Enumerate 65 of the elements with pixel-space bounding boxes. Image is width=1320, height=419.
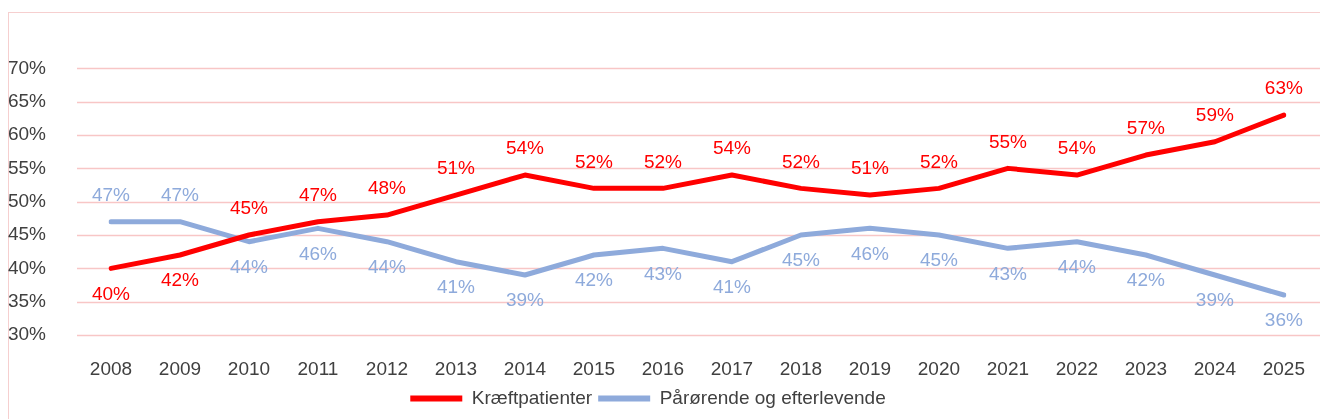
data-label: 52% (781, 150, 821, 172)
x-tick-label: 2023 (1124, 357, 1168, 379)
data-label: 45% (781, 249, 821, 271)
data-label: 47% (160, 183, 200, 205)
data-label: 48% (367, 177, 407, 199)
x-tick-label: 2010 (227, 357, 271, 379)
data-label: 52% (919, 150, 959, 172)
x-tick-label: 2008 (89, 357, 133, 379)
data-label: 57% (1126, 117, 1165, 139)
data-label: 46% (850, 242, 890, 264)
data-label: 43% (643, 262, 683, 284)
x-tick-label: 2017 (710, 357, 754, 379)
legend-label: Pårørende og efterlevende (659, 386, 886, 408)
x-tick-label: 2016 (641, 357, 685, 379)
x-tick-label: 2013 (434, 357, 478, 379)
data-label: 55% (988, 130, 1028, 152)
x-tick-label: 2024 (1193, 357, 1237, 379)
data-label: 39% (1195, 289, 1234, 311)
data-label: 41% (712, 275, 752, 297)
data-label: 36% (1264, 309, 1303, 331)
data-label: 54% (505, 137, 545, 159)
y-tick-label: 70% (7, 56, 47, 78)
y-tick-label: 65% (7, 89, 47, 111)
data-label: 42% (160, 269, 200, 291)
x-tick-label: 2012 (365, 357, 409, 379)
x-tick-label: 2019 (848, 357, 892, 379)
y-tick-label: 60% (7, 123, 47, 145)
y-tick-label: 45% (7, 223, 47, 245)
x-tick-label: 2020 (917, 357, 961, 379)
y-tick-label: 35% (7, 289, 47, 311)
data-label: 46% (298, 242, 338, 264)
data-label: 59% (1195, 103, 1234, 125)
data-label: 44% (367, 255, 407, 277)
data-label: 47% (298, 183, 338, 205)
data-label: 54% (1057, 137, 1097, 159)
data-label: 44% (229, 255, 269, 277)
x-tick-label: 2022 (1055, 357, 1099, 379)
x-tick-label: 2018 (779, 357, 823, 379)
data-label: 51% (850, 157, 890, 179)
x-tick-label: 2025 (1262, 357, 1306, 379)
data-label: 40% (91, 282, 131, 304)
y-tick-label: 40% (7, 256, 47, 278)
data-label: 42% (574, 269, 614, 291)
data-label: 52% (574, 150, 614, 172)
y-tick-label: 50% (7, 189, 47, 211)
legend-label: Kræftpatienter (471, 386, 593, 408)
data-label: 45% (229, 197, 269, 219)
x-tick-label: 2021 (986, 357, 1030, 379)
y-tick-label: 30% (7, 323, 47, 345)
x-tick-label: 2015 (572, 357, 616, 379)
data-label: 42% (1126, 269, 1165, 291)
y-tick-label: 55% (7, 156, 47, 178)
x-tick-label: 2011 (297, 357, 339, 379)
data-label: 39% (505, 289, 545, 311)
data-label: 54% (712, 137, 752, 159)
data-label: 44% (1057, 255, 1097, 277)
data-label: 52% (643, 150, 683, 172)
data-label: 43% (988, 262, 1028, 284)
data-label: 47% (91, 183, 131, 205)
data-label: 63% (1264, 77, 1303, 99)
data-label: 45% (919, 249, 959, 271)
x-tick-label: 2009 (158, 357, 202, 379)
data-label: 41% (436, 275, 476, 297)
x-tick-label: 2014 (503, 357, 547, 379)
data-label: 51% (436, 157, 476, 179)
